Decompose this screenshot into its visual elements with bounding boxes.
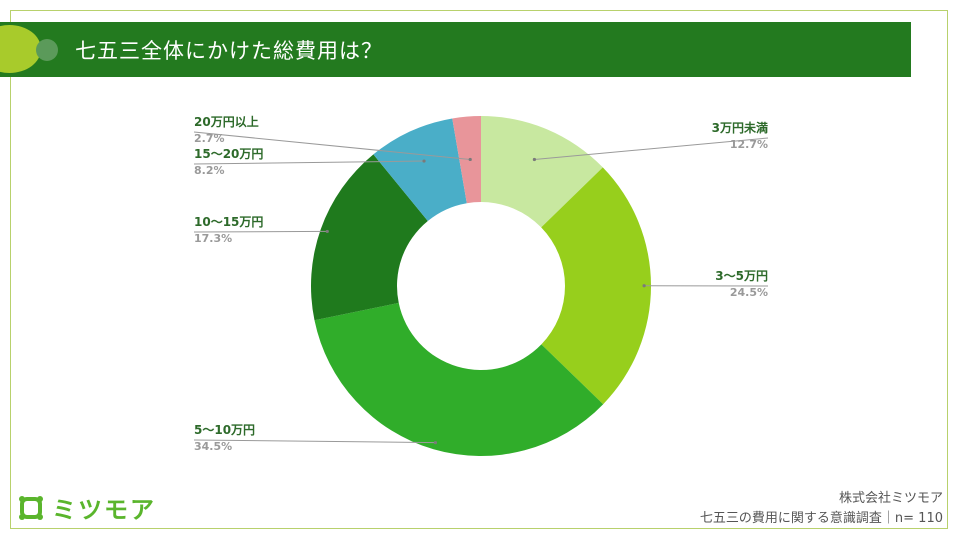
category-label-6: 20万円以上 [194,114,259,129]
chart-labels: 3万円未満 12.7% 3〜5万円 24.5% 5〜10万円 34.5% 10〜15万円 17… [193,114,769,453]
donut-slice-4 [311,154,428,321]
donut-slice-2 [541,167,652,405]
category-label-4: 10〜15万円 [194,215,263,229]
value-label-5: 8.2% [194,164,225,177]
leader-line-1 [534,137,769,160]
donut-slice-5 [373,118,467,221]
slide-frame [10,10,948,529]
value-label-1: 12.7% [730,138,768,151]
value-label-2: 24.5% [730,286,768,299]
category-label-2: 3〜5万円 [715,269,768,283]
chart-slices [311,116,652,456]
leader-line-4 [193,230,328,233]
value-label-4: 17.3% [194,232,232,245]
footer-survey: 七五三の費用に関する意識調査｜n= 110 [699,511,943,526]
category-label-1: 3万円未満 [712,120,768,135]
leader-line-5 [193,160,425,165]
donut-slice-6 [452,116,481,204]
leader-line-3 [193,439,436,444]
category-label-3: 5〜10万円 [194,423,255,437]
decorative-circle-small [36,39,58,61]
leader-dot-6 [468,157,472,162]
donut-slice-1 [481,116,603,228]
logo-text: ミツモア [52,496,156,524]
value-label-6: 2.7% [194,132,225,145]
leader-dot-4 [325,229,329,234]
mitsumore-logo-icon [19,495,43,520]
leader-dot-3 [433,441,438,445]
title-bar [0,22,911,77]
leader-dot-2 [642,284,646,288]
page-title: 七五三全体にかけた総費用は？ [75,39,383,63]
value-label-3: 34.5% [194,440,232,453]
leader-dot-5 [422,159,426,163]
logo: ミツモア [18,490,156,525]
leader-dot-1 [532,157,536,162]
footer-company: 株式会社ミツモア [838,491,943,506]
category-label-5: 15〜20万円 [194,147,263,161]
leader-line-6 [193,131,471,160]
donut-slice-3 [314,302,604,456]
